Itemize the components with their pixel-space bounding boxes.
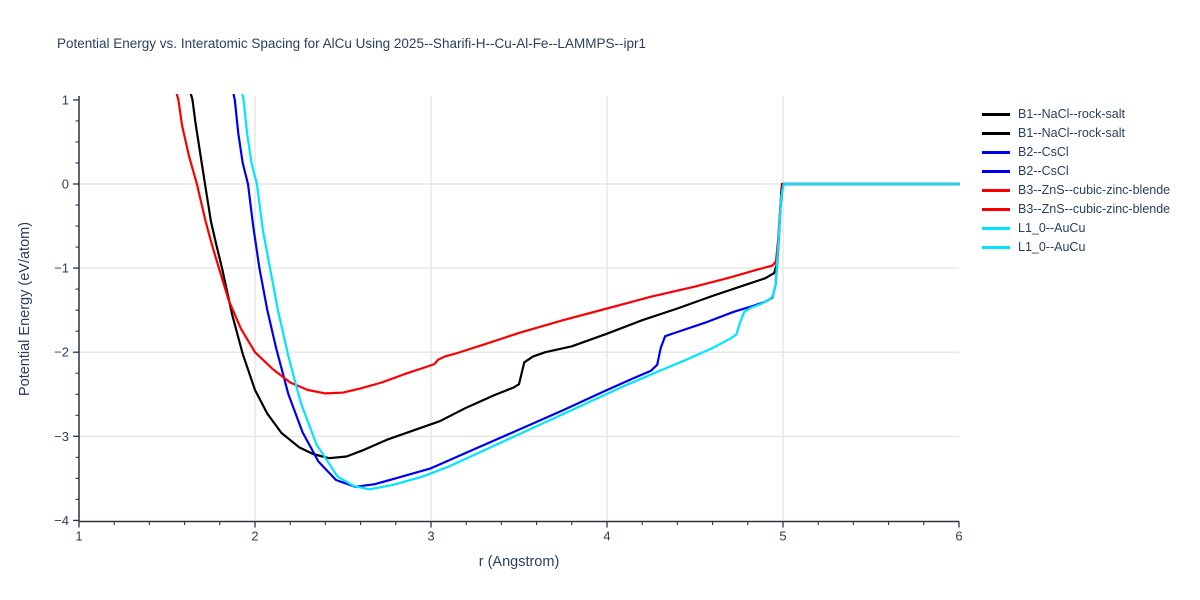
legend-label: B3--ZnS--cubic-zinc-blende <box>1018 202 1171 216</box>
legend-item-5[interactable]: B3--ZnS--cubic-zinc-blende <box>982 200 1170 219</box>
curve-l1-0-aucu[interactable] <box>241 87 960 491</box>
chart-title: Potential Energy vs. Interatomic Spacing… <box>57 36 646 51</box>
legend-line-sample <box>982 113 1010 116</box>
x-axis-title: r (Angstrom) <box>478 554 560 570</box>
y-tick-label-−4: −4 <box>54 513 69 528</box>
legend-label: L1_0--AuCu <box>1018 240 1086 254</box>
legend-label: B2--CsCl <box>1018 145 1069 159</box>
y-tick-label-−3: −3 <box>54 429 69 444</box>
curve-b1-nacl-rock-salt[interactable] <box>189 87 960 460</box>
gridlines <box>79 96 959 522</box>
y-tick-label-−1: −1 <box>54 261 69 276</box>
x-tick-label-4: 4 <box>603 529 610 544</box>
legend-line-sample <box>982 227 1010 230</box>
y-tick-label-−2: −2 <box>54 345 69 360</box>
legend-item-6[interactable]: L1_0--AuCu <box>982 219 1170 238</box>
legend-label: B2--CsCl <box>1018 164 1069 178</box>
tick-labels: 1 2 3 4 5 6 1 0 −1 −2 −3 −4 <box>54 92 962 543</box>
legend-line-sample <box>982 246 1010 249</box>
legend-label: B1--NaCl--rock-salt <box>1018 107 1125 121</box>
axis-spines <box>78 96 959 523</box>
x-tick-label-3: 3 <box>427 529 434 544</box>
legend-label: L1_0--AuCu <box>1018 221 1086 235</box>
major-ticks <box>73 99 960 528</box>
legend-item-3[interactable]: B2--CsCl <box>982 162 1170 181</box>
legend: B1--NaCl--rock-salt B1--NaCl--rock-salt B2… <box>982 105 1170 257</box>
legend-line-sample <box>982 132 1010 135</box>
y-tick-label-0: 0 <box>62 177 69 192</box>
legend-item-7[interactable]: L1_0--AuCu <box>982 238 1170 257</box>
x-tick-label-5: 5 <box>779 529 786 544</box>
x-tick-label-2: 2 <box>251 529 258 544</box>
y-tick-label-1: 1 <box>62 92 69 107</box>
curves <box>175 87 960 491</box>
x-tick-label-1: 1 <box>75 529 82 544</box>
legend-line-sample <box>982 208 1010 211</box>
legend-item-0[interactable]: B1--NaCl--rock-salt <box>982 105 1170 124</box>
y-axis-title: Potential Energy (eV/atom) <box>17 221 33 397</box>
legend-label: B1--NaCl--rock-salt <box>1018 126 1125 140</box>
legend-item-1[interactable]: B1--NaCl--rock-salt <box>982 124 1170 143</box>
x-tick-label-6: 6 <box>955 529 962 544</box>
legend-label: B3--ZnS--cubic-zinc-blende <box>1018 183 1171 197</box>
legend-line-sample <box>982 170 1010 173</box>
legend-line-sample <box>982 189 1010 192</box>
minor-ticks <box>75 120 925 525</box>
curve-b3-zns-cubic-zinc-blende[interactable] <box>175 87 960 395</box>
curve-b2-cscl[interactable] <box>232 87 960 488</box>
legend-line-sample <box>982 151 1010 154</box>
legend-item-4[interactable]: B3--ZnS--cubic-zinc-blende <box>982 181 1170 200</box>
legend-item-2[interactable]: B2--CsCl <box>982 143 1170 162</box>
